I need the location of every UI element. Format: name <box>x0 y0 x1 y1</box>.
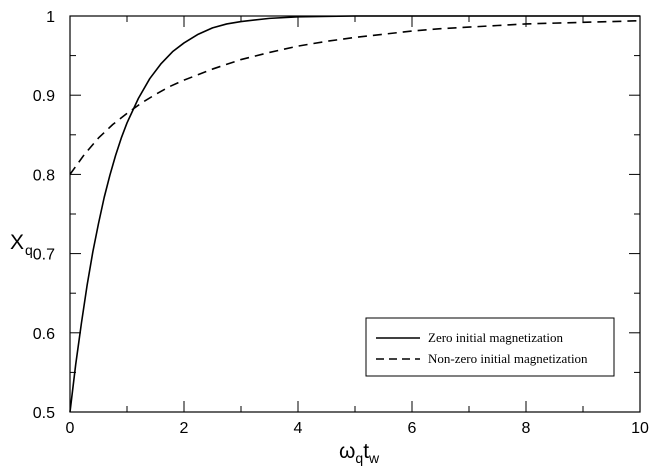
series-layer <box>69 15 641 413</box>
y-tick-label: 0.5 <box>33 405 55 422</box>
x-axis-label: ωqtw <box>339 440 380 466</box>
x-axis-label-base: ω <box>339 440 355 463</box>
axis-ticks: 0 2 4 6 8 10 0.5 0.6 0.7 0.8 0.9 1 <box>33 9 649 437</box>
y-tick-label: 0.9 <box>33 88 55 105</box>
x-axis-label-mid: t <box>363 440 369 463</box>
y-axis-label-sub: q <box>25 242 33 258</box>
y-tick-label: 0.6 <box>33 326 55 343</box>
y-axis-label-base: X <box>10 231 24 254</box>
y-axis-label: Xq <box>10 231 33 258</box>
series-line-nonzero <box>69 19 641 175</box>
legend: Zero initial magnetization Non-zero init… <box>365 317 615 377</box>
y-tick-label: 1 <box>46 9 55 26</box>
legend-label-nonzero: Non-zero initial magnetization <box>428 351 588 366</box>
x-axis-label-sub2: w <box>368 450 380 466</box>
series-line-zero <box>69 15 640 413</box>
x-tick-label: 10 <box>631 420 649 437</box>
legend-label-zero: Zero initial magnetization <box>428 330 564 345</box>
y-tick-label: 0.7 <box>33 247 55 264</box>
x-tick-label: 4 <box>294 420 303 437</box>
x-tick-label: 6 <box>408 420 417 437</box>
x-tick-label: 0 <box>66 420 75 437</box>
legend-box <box>365 317 615 377</box>
x-tick-label: 2 <box>180 420 189 437</box>
x-axis-label-sub1: q <box>355 450 363 466</box>
y-tick-label: 0.8 <box>33 167 55 184</box>
x-tick-label: 8 <box>522 420 531 437</box>
